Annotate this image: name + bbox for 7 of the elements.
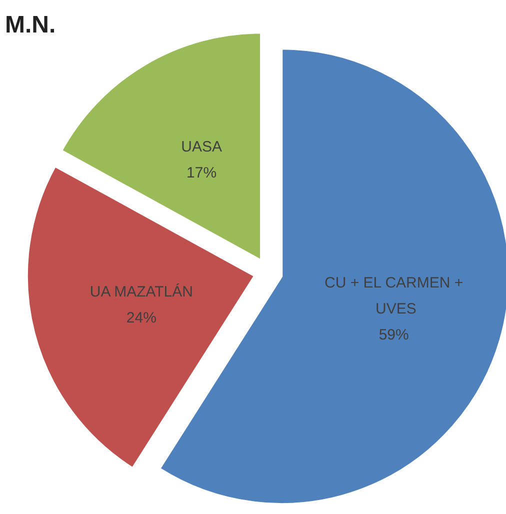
slice-label: UASA — [181, 138, 222, 156]
chart-title: M.N. — [5, 12, 56, 38]
data-label: 24% — [126, 309, 156, 326]
slice-label: UA MAZATLÁN — [90, 282, 193, 300]
data-label: 59% — [378, 326, 409, 344]
data-label: 17% — [186, 164, 217, 182]
slice-label: CU + EL CARMEN + UVES — [324, 274, 464, 318]
